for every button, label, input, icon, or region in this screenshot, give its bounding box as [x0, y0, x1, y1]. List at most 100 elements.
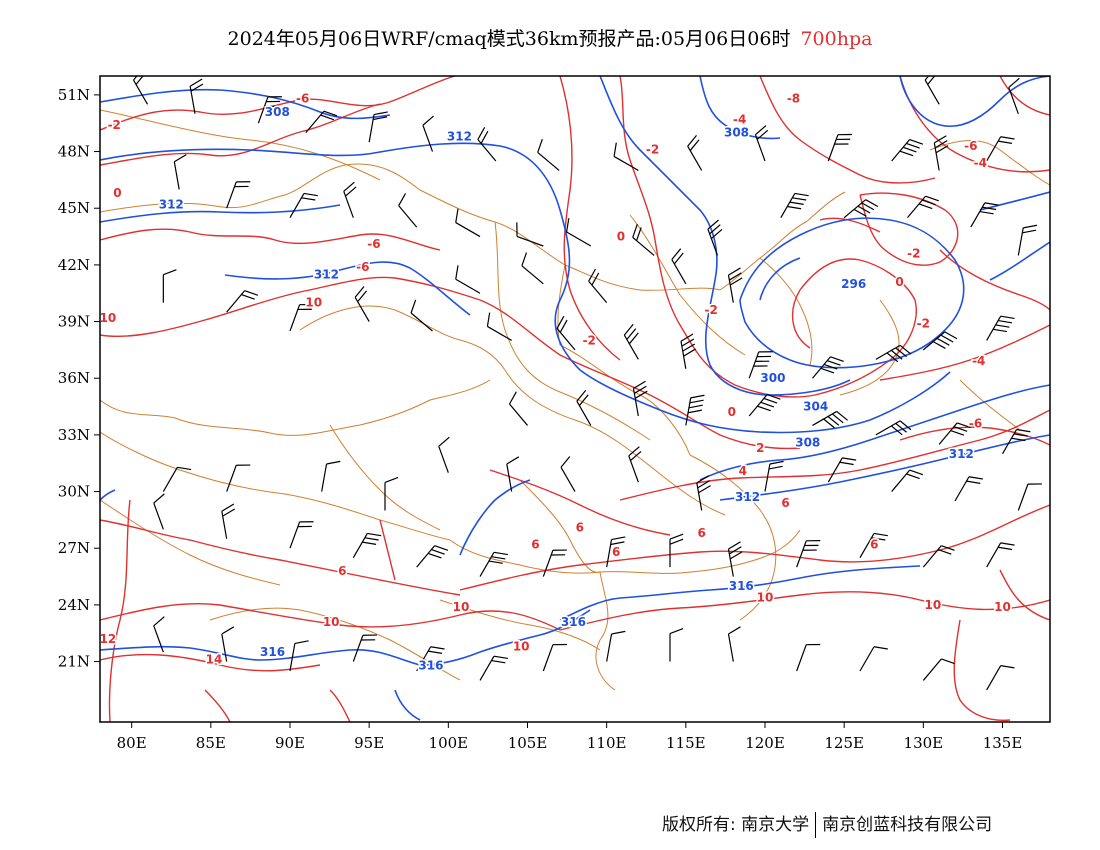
wind-barb [680, 333, 696, 369]
lon-label: 105E [508, 734, 548, 752]
wind-barb [986, 542, 1015, 568]
wind-barb [221, 626, 235, 662]
border-line [439, 599, 601, 651]
wind-barb [556, 315, 576, 351]
temperature-contour [759, 76, 936, 184]
wind-barb [398, 193, 418, 228]
border-line [959, 379, 1021, 431]
border-line [759, 257, 813, 366]
height-contour-label: 312 [949, 447, 974, 461]
temperature-contour-label: 10 [305, 296, 322, 310]
wind-barb [508, 391, 528, 426]
border-line [209, 607, 461, 681]
copyright-footer: 版权所有: 南京大学 南京创蓝科技有限公司 [662, 810, 992, 838]
height-contour [899, 76, 1050, 127]
wind-barb [521, 252, 544, 285]
wind-barb [455, 265, 481, 294]
temperature-contour-label: 10 [453, 600, 470, 614]
map-title: 2024年05月06日WRF/cmaq模式36km预报产品:05月06日06时 7… [0, 24, 1100, 51]
height-contour-label: 308 [724, 126, 749, 140]
wind-barb [257, 96, 282, 124]
wind-barb [727, 267, 743, 303]
border-line [719, 191, 846, 291]
temperature-contour-label: -2 [704, 303, 717, 317]
wind-barb [1017, 224, 1038, 256]
wind-barb [696, 475, 711, 511]
wind-barb [516, 222, 544, 247]
temperature-contour-label: 10 [323, 615, 340, 629]
wind-barb [924, 76, 940, 105]
wind-barb [410, 299, 433, 332]
border-line [100, 163, 721, 291]
temperature-contour [379, 519, 396, 581]
temperature-contour [100, 519, 461, 596]
height-contour [100, 142, 581, 371]
temperature-contour-label: 10 [924, 598, 941, 612]
lon-label: 80E [117, 734, 147, 752]
temperature-contour-label: 6 [612, 545, 620, 559]
wind-barb [922, 658, 955, 681]
wind-barb [289, 303, 314, 332]
temperature-contour-label: -2 [907, 247, 920, 261]
temperature-contour [819, 217, 881, 233]
temperature-contour-label: 6 [697, 526, 705, 540]
temperature-contour-label: 6 [576, 520, 584, 534]
temperature-contour-label: -4 [733, 112, 746, 126]
wind-barb [1017, 483, 1042, 511]
temperature-contour-label: -4 [972, 354, 985, 368]
lon-label: 115E [666, 734, 706, 752]
wind-barb [221, 503, 236, 539]
wind-barb [970, 202, 999, 228]
height-contour [769, 379, 851, 396]
wind-barb [132, 76, 149, 105]
wind-barb [827, 457, 857, 483]
height-contour [559, 565, 921, 621]
wind-barb [780, 192, 809, 218]
height-contour [739, 299, 791, 361]
lon-label: 90E [275, 734, 305, 752]
wind-barb [173, 154, 187, 190]
border-line [494, 221, 651, 441]
temperature-contour [100, 276, 561, 356]
height-contour-label: 308 [795, 435, 820, 449]
wind-barb [986, 315, 1015, 341]
wind-barb [153, 493, 165, 530]
wind-barb [687, 134, 703, 171]
wind-barb [632, 224, 655, 256]
lat-label: 27N [58, 539, 90, 557]
lon-label: 130E [904, 734, 944, 752]
height-contour [989, 241, 1050, 281]
lat-label: 51N [58, 86, 90, 104]
height-contour [759, 257, 801, 301]
lon-label: 85E [196, 734, 226, 752]
temperature-contour-label: 10 [757, 590, 774, 604]
temperature-contour-label: -2 [646, 143, 659, 157]
height-contour [579, 369, 951, 434]
wind-barb [748, 393, 781, 417]
height-contour-label: 296 [841, 277, 866, 291]
temperature-contour [559, 76, 621, 361]
temperature-contour [459, 504, 1050, 591]
wind-barb [321, 460, 341, 492]
temperature-contour-label: -6 [356, 260, 369, 274]
temperature-contour-label: 14 [206, 653, 223, 667]
wind-barb [354, 286, 370, 322]
wind-barb [875, 420, 912, 436]
wind-barb [438, 436, 450, 473]
temperature-contour [939, 249, 1050, 311]
border-line [929, 140, 1050, 186]
lon-label: 100E [429, 734, 469, 752]
wind-barb [1008, 77, 1020, 114]
temperature-contour-label: -6 [296, 92, 309, 106]
temperature-contour [100, 602, 561, 631]
height-contour-label: 316 [260, 645, 285, 659]
border-line [689, 454, 777, 621]
wind-barb [986, 665, 1015, 691]
temperature-contour-label: -6 [367, 237, 380, 251]
wind-barb [352, 532, 382, 558]
wind-barb [560, 456, 576, 492]
height-contour [100, 204, 341, 223]
lat-label: 36N [58, 369, 90, 387]
temperature-contour-label: -4 [974, 156, 987, 170]
